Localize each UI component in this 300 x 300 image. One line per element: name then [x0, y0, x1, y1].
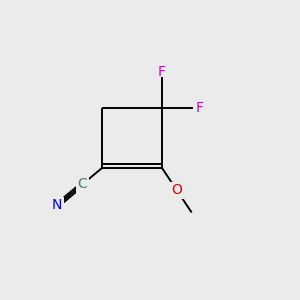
- Text: C: C: [77, 177, 87, 191]
- Text: N: N: [52, 199, 62, 212]
- Text: F: F: [158, 65, 166, 79]
- Text: O: O: [172, 184, 182, 197]
- Text: F: F: [196, 101, 203, 115]
